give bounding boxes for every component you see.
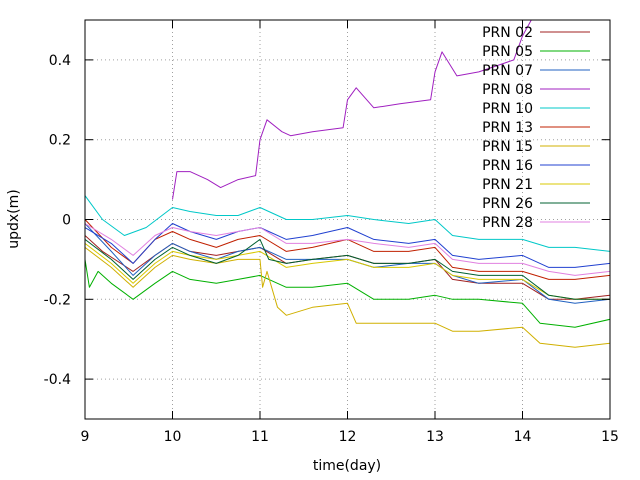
x-tick-label: 13 (426, 429, 444, 445)
legend-label: PRN 02 (482, 25, 533, 41)
legend-label: PRN 13 (482, 120, 533, 136)
x-tick-label: 11 (251, 429, 269, 445)
legend-label: PRN 08 (482, 82, 533, 98)
series-line (85, 235, 610, 300)
x-axis-label: time(day) (313, 458, 381, 474)
x-tick-label: 10 (164, 429, 182, 445)
series-lines (85, 20, 610, 348)
legend-label: PRN 21 (482, 177, 533, 193)
series-line (85, 259, 610, 328)
legend-label: PRN 15 (482, 139, 533, 155)
series-line (172, 20, 532, 200)
x-tick-label: 12 (339, 429, 357, 445)
series-line (85, 223, 610, 268)
legend-label: PRN 10 (482, 101, 533, 117)
grid (85, 20, 610, 419)
axis-ticks: 9 10 11 12 13 14 15 -0.4 -0.2 0 0.2 0.4 (44, 20, 619, 445)
legend-label: PRN 26 (482, 196, 533, 212)
legend-label: PRN 28 (482, 215, 533, 231)
series-line (85, 195, 610, 252)
y-axis-label: updx(m) (6, 189, 22, 249)
y-tick-label: -0.4 (44, 372, 71, 388)
y-tick-label: 0.4 (49, 53, 71, 69)
y-tick-label: 0 (62, 213, 71, 229)
legend-label: PRN 07 (482, 63, 533, 79)
y-tick-label: 0.2 (49, 133, 71, 149)
series-line (85, 238, 610, 300)
legend-label: PRN 16 (482, 158, 533, 174)
series-line (85, 247, 610, 348)
x-tick-label: 9 (81, 429, 90, 445)
series-line (85, 243, 610, 300)
legend-label: PRN 05 (482, 44, 533, 60)
y-tick-label: -0.2 (44, 292, 71, 308)
series-line (85, 219, 610, 280)
x-tick-label: 14 (514, 429, 532, 445)
series-line (85, 223, 610, 276)
x-tick-label: 15 (601, 429, 619, 445)
legend: PRN 02 PRN 05 PRN 07 PRN 08 PRN 10 PRN 13 PRN … (482, 25, 590, 231)
